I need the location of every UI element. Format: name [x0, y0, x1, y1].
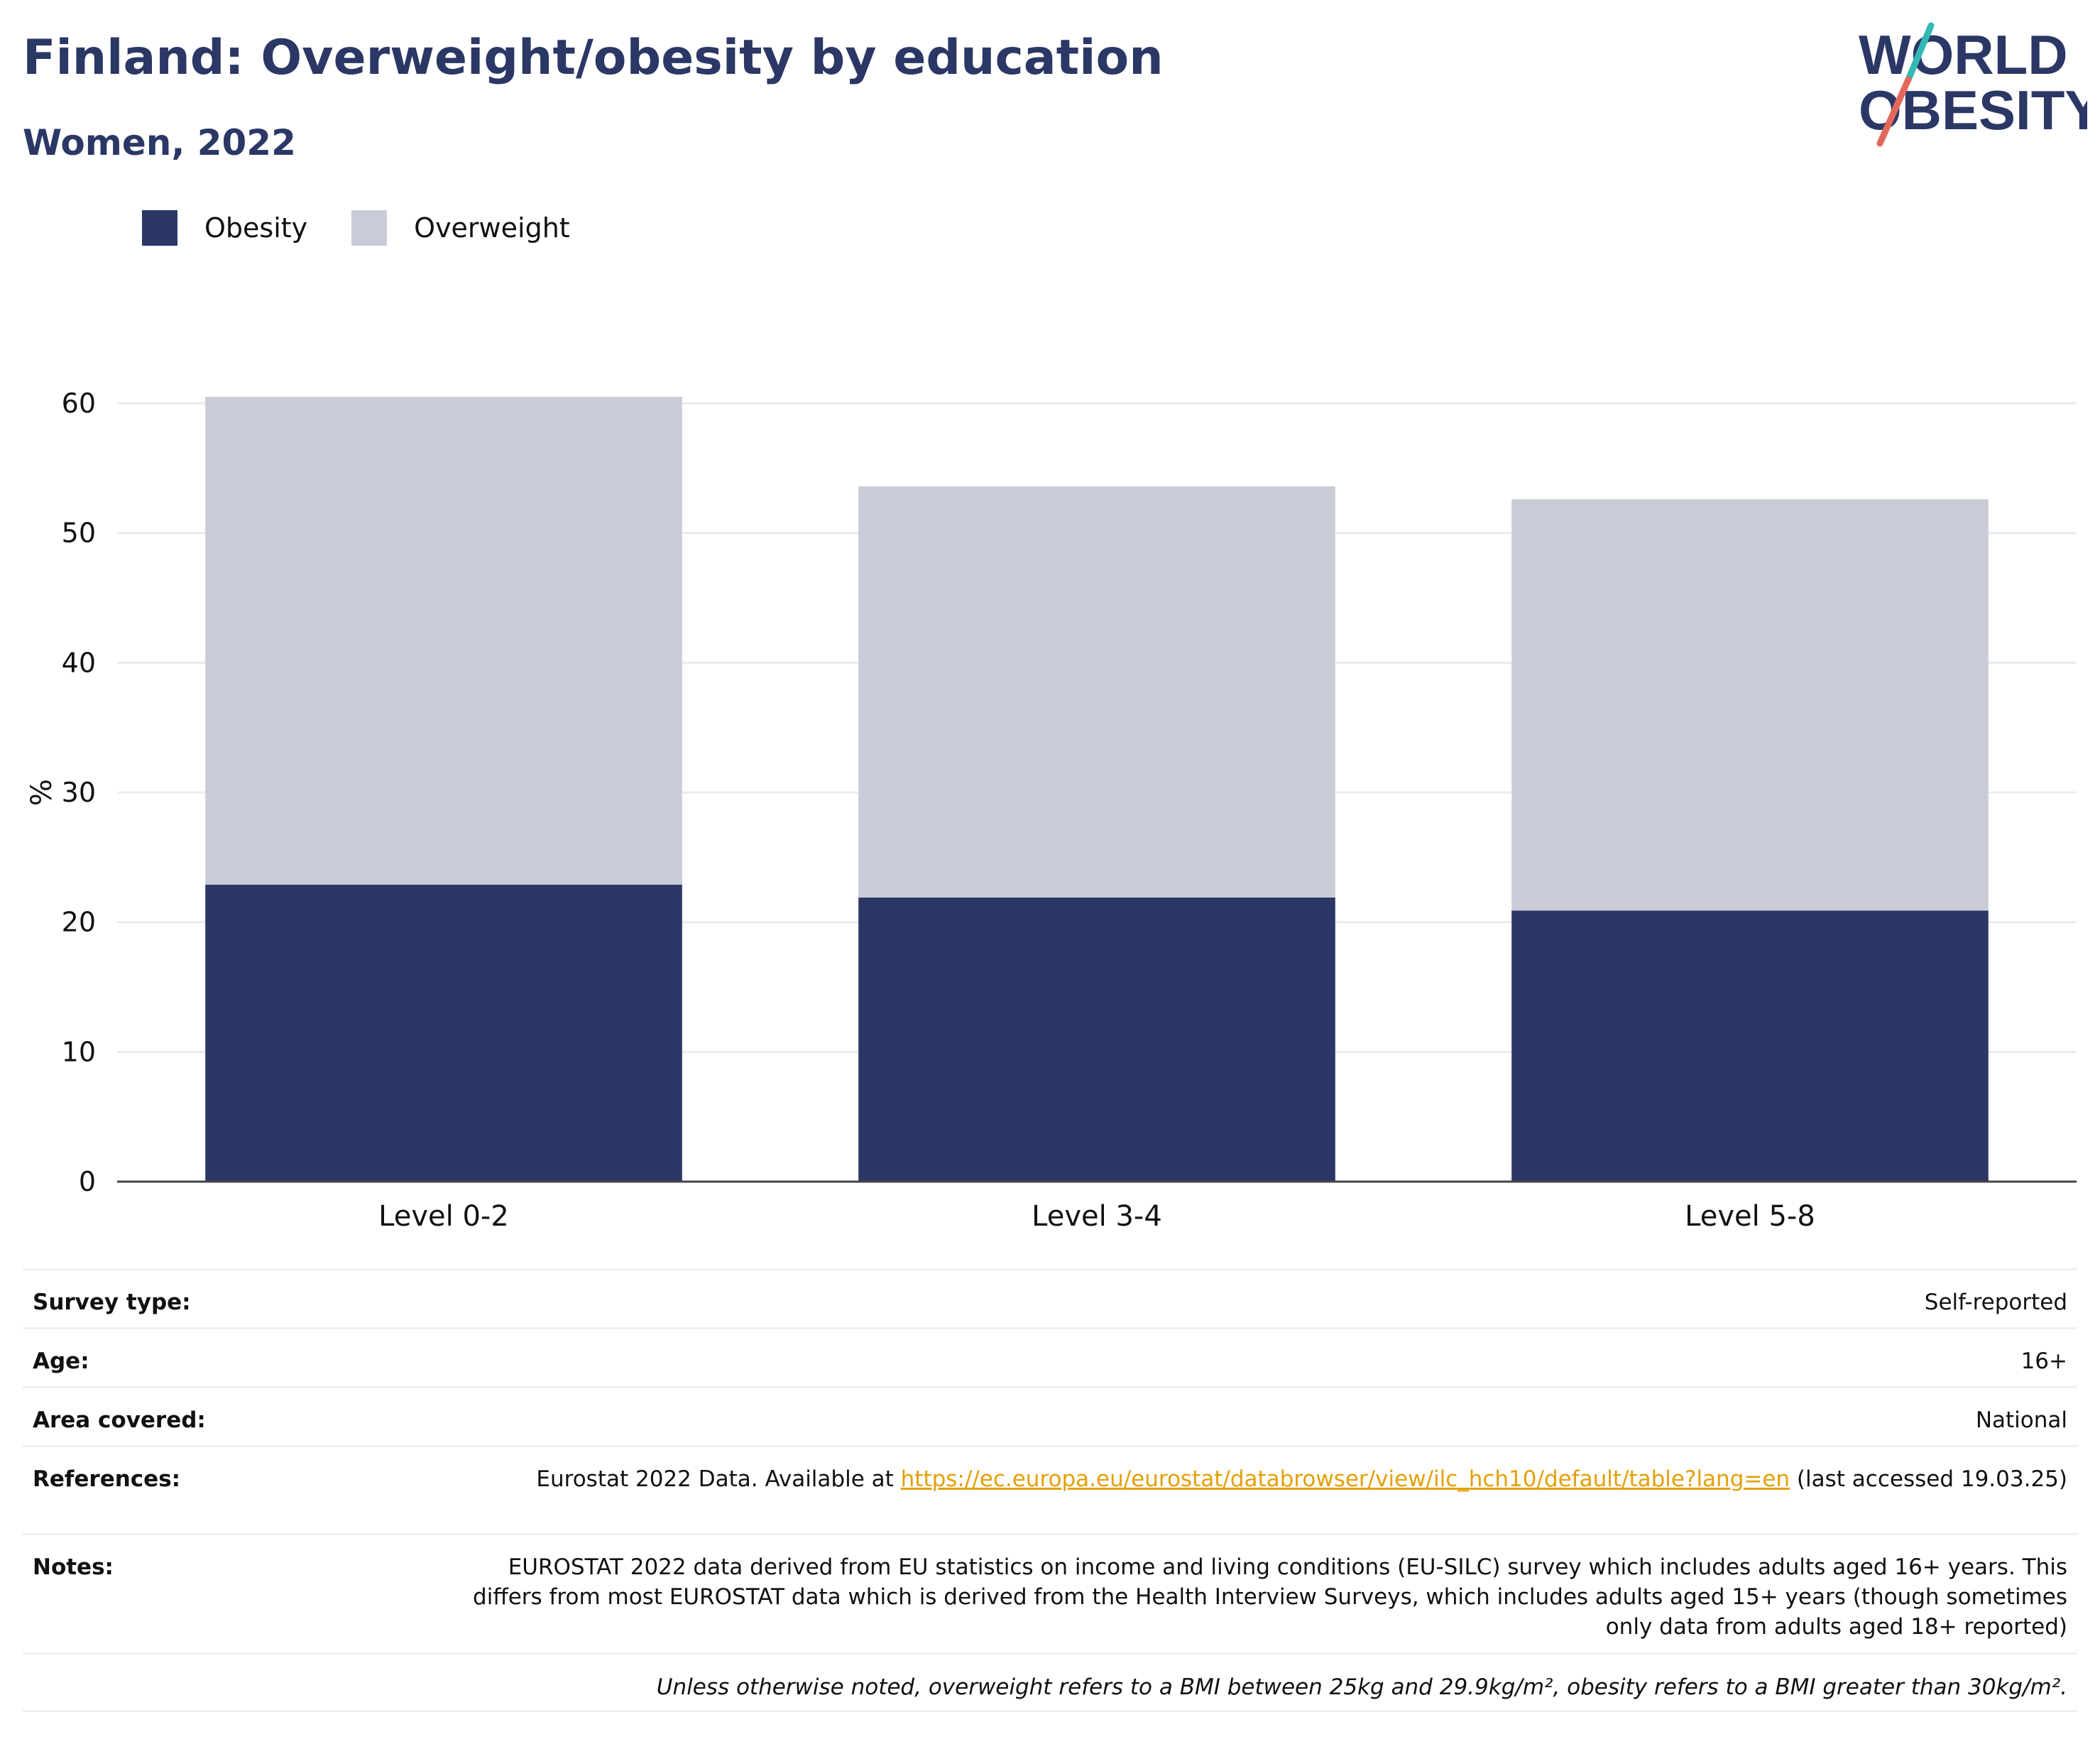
metadata-table: Survey type: Self-reported Age: 16+ Area… [23, 1268, 2077, 1712]
meta-row-references: References: Eurostat 2022 Data. Availabl… [23, 1445, 2077, 1533]
y-tick-label: 40 [62, 647, 96, 678]
x-tick-label: Level 0-2 [378, 1200, 509, 1233]
meta-row-survey-type: Survey type: Self-reported [23, 1268, 2077, 1327]
legend-label-obesity: Obesity [204, 212, 308, 244]
legend-item-overweight[interactable]: Overweight [351, 210, 570, 246]
references-value: Eurostat 2022 Data. Available at https:/… [536, 1464, 2067, 1494]
bar-chart: 0 10 20 30 40 50 60% Level 0-2 Level 3-4 Level 5-… [26, 388, 2077, 1233]
references-suffix: (last accessed 19.03.25) [1790, 1466, 2067, 1492]
chart-legend: Obesity Overweight [142, 210, 614, 246]
meta-row-notes: Notes: EUROSTAT 2022 data derived from E… [23, 1533, 2077, 1652]
notes-value: EUROSTAT 2022 data derived from EU stati… [473, 1554, 2067, 1640]
legend-swatch-obesity [142, 210, 177, 246]
reference-link[interactable]: https://ec.europa.eu/eurostat/databrowse… [900, 1466, 1790, 1492]
y-tick-label: 20 [62, 907, 96, 938]
y-tick-label: 10 [62, 1036, 96, 1067]
world-obesity-logo: WORLD OBESITY [1859, 22, 2087, 147]
bar-obesity-2 [858, 897, 1335, 1182]
bar-overweight-2 [858, 486, 1335, 898]
x-tick-label: Level 3-4 [1032, 1200, 1162, 1233]
age-value: 16+ [2020, 1348, 2067, 1374]
references-prefix: Eurostat 2022 Data. Available at [536, 1466, 901, 1492]
chart-title: Finland: Overweight/obesity by education [23, 30, 1164, 86]
y-tick-label: 50 [62, 518, 96, 549]
bar-obesity-1 [205, 884, 682, 1182]
logo-slash-top [1905, 22, 1935, 83]
chart-subtitle: Women, 2022 [23, 122, 296, 163]
survey-type-label: Survey type: [33, 1290, 191, 1315]
y-tick-label: 0 [79, 1166, 96, 1197]
area-label: Area covered: [33, 1407, 206, 1433]
legend-swatch-overweight [351, 210, 388, 246]
notes-label: Notes: [33, 1554, 114, 1580]
survey-type-value: Self-reported [1924, 1290, 2067, 1315]
legend-item-obesity[interactable]: Obesity [142, 210, 307, 246]
logo-line-world: WORLD [1859, 23, 2068, 86]
logo-slash-bottom [1876, 76, 1912, 147]
y-axis-label: % [26, 779, 58, 806]
area-value: National [1975, 1407, 2067, 1433]
y-tick-label: 30 [62, 777, 96, 808]
bar-overweight-3 [1511, 499, 1989, 911]
age-label: Age: [33, 1348, 89, 1374]
references-label: References: [33, 1466, 181, 1492]
meta-row-age: Age: 16+ [23, 1327, 2077, 1386]
bmi-footnote: Unless otherwise noted, overweight refer… [23, 1652, 2077, 1712]
bar-obesity-3 [1511, 910, 1989, 1182]
x-tick-label: Level 5-8 [1685, 1200, 1815, 1233]
legend-label-overweight: Overweight [414, 212, 570, 244]
bar-overweight-1 [205, 396, 682, 885]
meta-row-area: Area covered: National [23, 1386, 2077, 1445]
y-tick-label: 60 [62, 388, 96, 419]
